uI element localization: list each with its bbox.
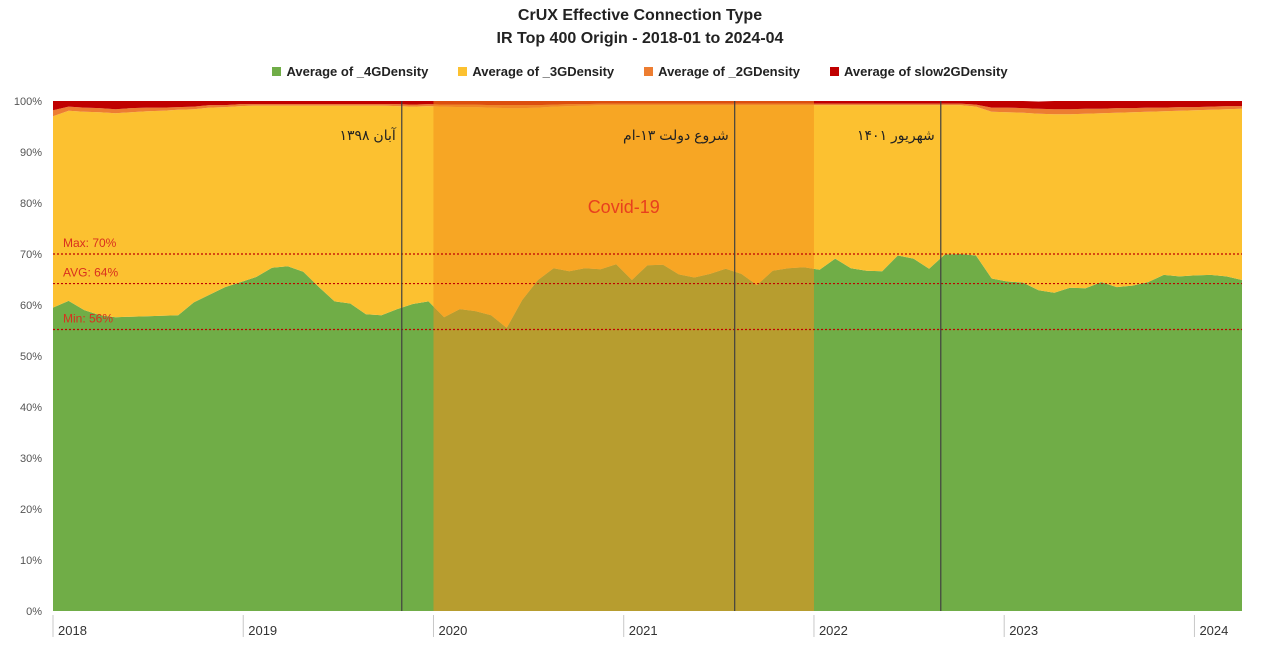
event-line-shahrivar-1401-label: شهریور ۱۴۰۱ — [857, 127, 935, 144]
legend-swatch-4g — [272, 67, 282, 76]
x-tick-label: 2023 — [1009, 623, 1038, 638]
y-tick-label: 80% — [20, 198, 42, 210]
chart-title: CrUX Effective Connection Type — [517, 7, 763, 24]
legend-label-2g: Average of _2GDensity — [658, 64, 801, 79]
legend-label-3g: Average of _3GDensity — [472, 64, 615, 79]
y-tick-label: 70% — [20, 249, 42, 261]
ref-line-min-label: Min: 56% — [63, 311, 113, 325]
y-tick-label: 0% — [26, 606, 42, 618]
legend-item-3g: Average of _3GDensity — [458, 64, 614, 79]
legend-swatch-slow2g — [830, 67, 840, 76]
covid-shaded-region — [433, 101, 814, 611]
event-line-aban-1398-label: آبان ۱۳۹۸ — [339, 127, 396, 143]
ref-line-max-label: Max: 70% — [63, 236, 117, 250]
area-2g — [53, 103, 1242, 117]
y-tick-label: 10% — [20, 555, 42, 567]
x-tick-label: 2022 — [819, 623, 848, 638]
legend-swatch-2g — [644, 67, 654, 76]
x-tick-label: 2024 — [1199, 623, 1228, 638]
event-line-gov-13-label: شروع دولت ۱۳-ام — [623, 127, 729, 144]
legend: Average of _4GDensity Average of _3GDens… — [0, 64, 1280, 79]
y-tick-label: 20% — [20, 504, 42, 516]
y-tick-label: 50% — [20, 351, 42, 363]
legend-item-2g: Average of _2GDensity — [644, 64, 800, 79]
chart-subtitle: IR Top 400 Origin - 2018-01 to 2024-04 — [496, 30, 784, 47]
y-tick-label: 60% — [20, 300, 42, 312]
x-tick-label: 2018 — [58, 623, 87, 638]
ref-line-avg-label: AVG: 64% — [63, 266, 118, 280]
area-slow2g — [53, 101, 1242, 111]
legend-item-4g: Average of _4GDensity — [272, 64, 428, 79]
y-tick-label: 100% — [14, 96, 42, 108]
x-tick-label: 2019 — [248, 623, 277, 638]
y-tick-label: 30% — [20, 453, 42, 465]
covid-label: Covid-19 — [588, 197, 660, 217]
legend-item-slow2g: Average of slow2GDensity — [830, 64, 1008, 79]
y-tick-label: 90% — [20, 147, 42, 159]
x-tick-label: 2021 — [629, 623, 658, 638]
legend-label-4g: Average of _4GDensity — [286, 64, 429, 79]
legend-swatch-3g — [458, 67, 468, 76]
y-tick-label: 40% — [20, 402, 42, 414]
legend-label-slow2g: Average of slow2GDensity — [844, 64, 1008, 79]
x-tick-label: 2020 — [438, 623, 467, 638]
